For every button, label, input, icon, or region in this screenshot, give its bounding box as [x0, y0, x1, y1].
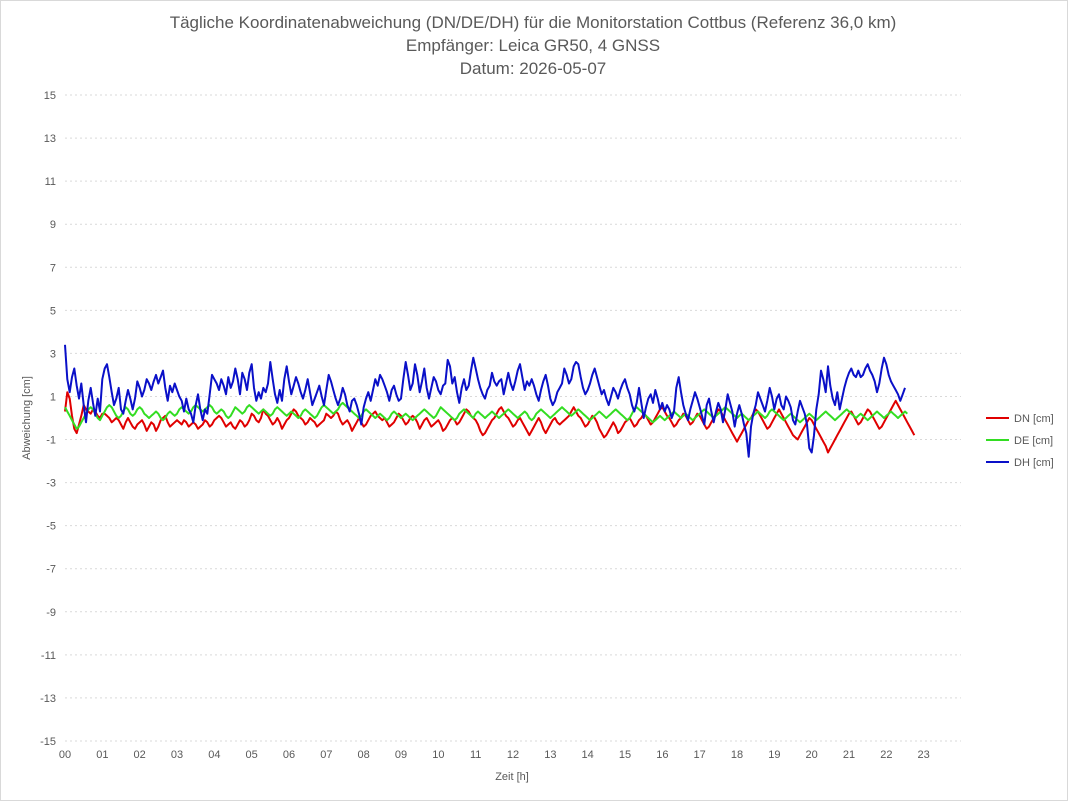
gridlines: [65, 94, 961, 742]
y-tick-label: 15: [44, 90, 56, 102]
x-tick-label: 22: [880, 749, 892, 761]
y-tick-label: -11: [41, 650, 56, 662]
x-tick-label: 08: [358, 749, 370, 761]
y-axis-title: Abweichung [cm]: [21, 376, 33, 460]
x-tick-label: 02: [134, 749, 146, 761]
x-tick-labels: 00 01 02 03 04 05 06 07 08 09 10 11 12 13 14 15 16 17 18 19…: [59, 749, 930, 761]
y-tick-label: -1: [46, 435, 56, 447]
x-tick-label: 09: [395, 749, 407, 761]
x-tick-label: 03: [171, 749, 183, 761]
y-tick-label: 7: [50, 262, 56, 274]
x-tick-label: 04: [208, 749, 220, 761]
x-tick-label: 05: [246, 749, 258, 761]
x-tick-label: 10: [432, 749, 444, 761]
chart-title-line-2: Empfänger: Leica GR50, 4 GNSS: [406, 36, 660, 55]
series-line-dn: [64, 391, 916, 454]
chart-title: Tägliche Koordinatenabweichung (DN/DE/DH…: [170, 13, 897, 78]
x-tick-label: 15: [619, 749, 631, 761]
series-lines: [64, 344, 916, 458]
x-tick-label: 11: [470, 749, 481, 761]
x-tick-label: 13: [544, 749, 556, 761]
series-line-dh: [64, 344, 906, 458]
x-tick-label: 14: [582, 749, 594, 761]
x-tick-label: 07: [320, 749, 332, 761]
x-tick-label: 12: [507, 749, 519, 761]
y-tick-label: -13: [40, 693, 56, 705]
y-tick-label: -3: [46, 478, 56, 490]
y-tick-label: 3: [50, 348, 56, 360]
x-tick-label: 21: [843, 749, 855, 761]
chart-title-line-3: Datum: 2026-05-07: [460, 59, 606, 78]
x-tick-label: 19: [768, 749, 780, 761]
legend-label: DE [cm]: [1014, 435, 1053, 447]
x-tick-label: 06: [283, 749, 295, 761]
x-tick-label: 17: [694, 749, 706, 761]
y-tick-label: -7: [46, 564, 56, 576]
x-tick-label: 23: [918, 749, 930, 761]
y-tick-label: -15: [40, 736, 56, 748]
x-tick-label: 00: [59, 749, 71, 761]
legend: DN [cm] DE [cm] DH [cm]: [986, 413, 1054, 469]
y-tick-labels: 15 13 11 9 7 5 3 1 -1 -3 -5 -7 -9 -11 -13 -15: [40, 90, 56, 748]
legend-label: DN [cm]: [1014, 413, 1054, 425]
y-tick-label: 11: [45, 176, 56, 188]
y-tick-label: -5: [46, 521, 56, 533]
x-tick-label: 20: [806, 749, 818, 761]
chart-title-line-1: Tägliche Koordinatenabweichung (DN/DE/DH…: [170, 13, 897, 32]
x-tick-label: 18: [731, 749, 743, 761]
y-tick-label: 5: [50, 305, 56, 317]
legend-label: DH [cm]: [1014, 457, 1054, 469]
x-tick-label: 16: [656, 749, 668, 761]
y-tick-label: -9: [46, 607, 56, 619]
y-tick-label: 9: [50, 219, 56, 231]
y-tick-label: 1: [50, 391, 56, 403]
x-tick-label: 01: [96, 749, 108, 761]
x-axis-title: Zeit [h]: [495, 771, 529, 783]
y-tick-label: 13: [44, 133, 56, 145]
